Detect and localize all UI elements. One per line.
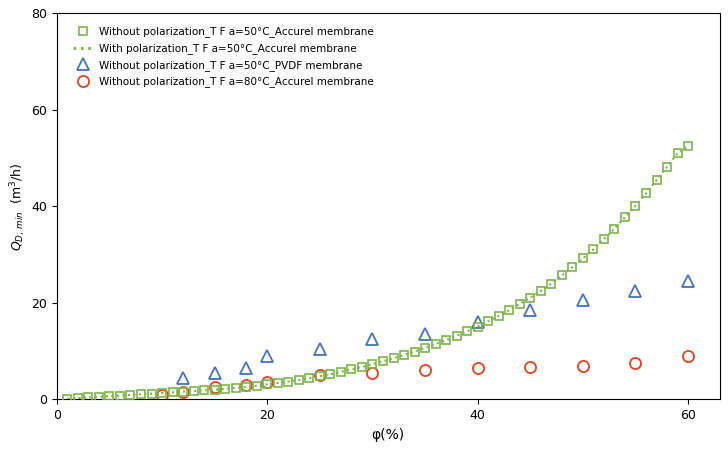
- Legend: Without polarization_T F a=50°C_Accurel membrane, With polarization_T F a=50°C_A: Without polarization_T F a=50°C_Accurel …: [68, 22, 378, 91]
- X-axis label: φ(%): φ(%): [372, 428, 405, 441]
- Y-axis label: $Q_{D,\,min}$  (m$^3$/h): $Q_{D,\,min}$ (m$^3$/h): [8, 162, 28, 251]
